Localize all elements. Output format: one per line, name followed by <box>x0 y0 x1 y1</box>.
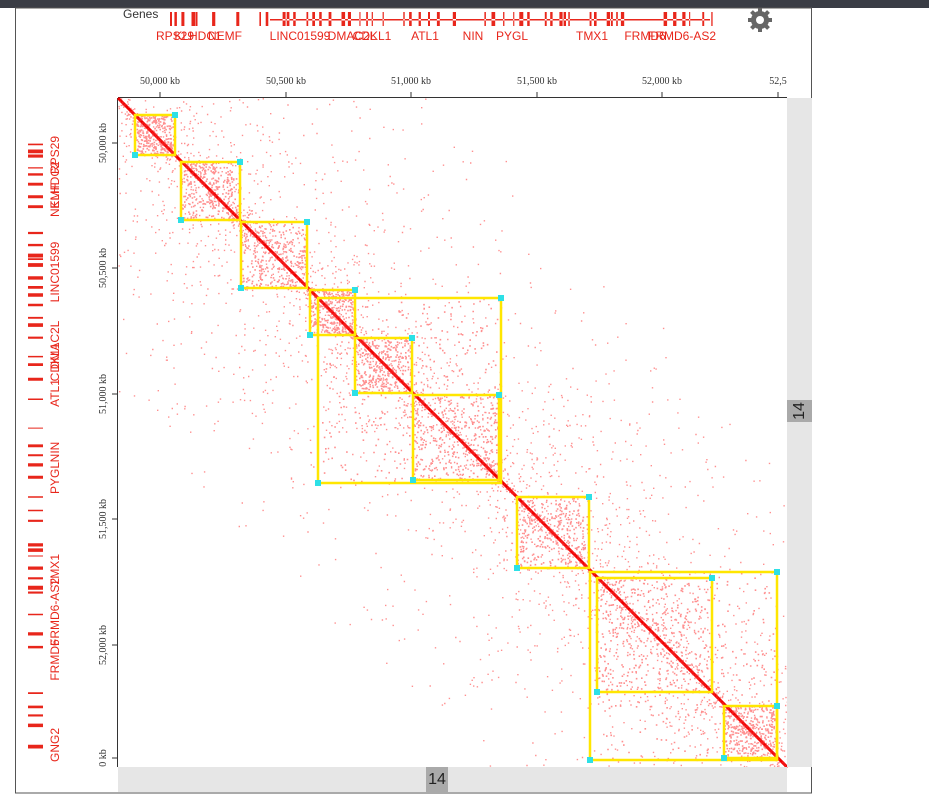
loop-marker <box>586 494 592 500</box>
domain-box <box>316 296 503 485</box>
loop-marker <box>132 152 138 158</box>
gene-label: FRMD6 <box>624 29 666 43</box>
gene-label: NEMF <box>48 183 62 217</box>
gene-label: CDKL1 <box>353 29 392 43</box>
loop-marker <box>774 569 780 575</box>
gene-glyphs <box>170 12 713 26</box>
gene-label: FRMD6-AS2 <box>648 29 716 43</box>
loop-marker <box>721 755 727 761</box>
gene-label: KLHDC1 <box>174 29 222 43</box>
right-scrollbar[interactable] <box>787 98 812 767</box>
y-tick-label: 52,000 kb <box>98 625 109 665</box>
gene-label: KLHDC2 <box>48 161 62 209</box>
loop-marker <box>587 757 593 763</box>
bottom-zoom-label: 14 <box>428 771 446 788</box>
axis-ticks: 50,000 kb 50,500 kb 51,000 kb 51,500 kb 52,0… <box>98 76 787 767</box>
x-tick-label: 52,5 <box>769 76 787 87</box>
loop-marker <box>307 332 313 338</box>
gene-label: PYGL <box>48 462 62 494</box>
gene-label: ATL1 <box>411 29 439 43</box>
gene-label: NEMF <box>208 29 242 43</box>
loop-marker <box>315 480 321 486</box>
domain-box <box>515 495 591 570</box>
y-tick-label: 51,500 kb <box>98 499 109 539</box>
gene-label: TMX1 <box>48 554 62 586</box>
bottom-scrollbar[interactable] <box>118 767 787 792</box>
loop-marker <box>352 287 358 293</box>
track-label: Genes <box>123 7 158 21</box>
gene-label: PYGL <box>496 29 528 43</box>
loop-marker <box>237 159 243 165</box>
y-tick-label: 51,000 kb <box>98 374 109 414</box>
domain-box <box>179 160 242 222</box>
gene-label: TMX1 <box>576 29 608 43</box>
domain-box <box>353 336 414 395</box>
gene-label: NIN <box>48 442 62 463</box>
gene-label: CDKL1 <box>48 342 62 381</box>
right-zoom-label: 14 <box>791 402 808 420</box>
gene-label: RPS29 <box>48 136 62 174</box>
loop-marker <box>172 112 178 118</box>
gene-label: ATL1 <box>48 379 62 407</box>
loop-marker <box>498 295 504 301</box>
domain-box <box>133 113 177 157</box>
domain-box <box>588 570 779 762</box>
loop-marker <box>352 390 358 396</box>
gene-label: LINC01599 <box>48 241 62 302</box>
settings-icon[interactable] <box>748 8 772 32</box>
loop-marker <box>410 477 416 483</box>
heatmap <box>116 96 789 769</box>
gene-label: DMAC2L <box>48 320 62 369</box>
x-tick-label: 50,500 kb <box>266 76 306 87</box>
domain-box <box>722 704 779 760</box>
domain-box <box>308 288 357 337</box>
gene-label: NIN <box>463 29 484 43</box>
gene-label: DMAC2L <box>328 29 377 43</box>
x-tick-label: 50,000 kb <box>140 76 180 87</box>
y-tick-label: 50,000 kb <box>98 123 109 163</box>
y-tick-label: 50,500 kb <box>98 248 109 288</box>
loop-marker <box>774 703 780 709</box>
gene-label: FRMD6-AS2 <box>48 578 62 646</box>
loop-marker <box>709 575 715 581</box>
x-tick-label: 51,000 kb <box>391 76 431 87</box>
gene-glyphs <box>28 143 43 749</box>
domain-box <box>239 220 309 290</box>
bottom-zoom-handle[interactable] <box>426 767 448 792</box>
loop-marker <box>409 335 415 341</box>
loop-marker <box>496 392 502 398</box>
right-zoom-handle[interactable] <box>787 400 812 422</box>
domain-box <box>411 393 501 482</box>
domain-box <box>595 576 714 694</box>
gene-label: FRMD6 <box>48 639 62 681</box>
y-tick-label: 0 kb <box>98 749 109 767</box>
x-tick-label: 52,000 kb <box>642 76 682 87</box>
loop-marker <box>238 285 244 291</box>
contact-dots <box>118 98 789 769</box>
x-tick-label: 51,500 kb <box>517 76 557 87</box>
gene-label: GNG2 <box>48 728 62 762</box>
loop-marker <box>514 565 520 571</box>
gene-label: LINC01599 <box>270 29 331 43</box>
loop-marker <box>594 689 600 695</box>
loop-marker <box>178 217 184 223</box>
loop-marker <box>304 219 310 225</box>
gene-label: RPS29 <box>156 29 194 43</box>
top-bar <box>0 0 929 8</box>
